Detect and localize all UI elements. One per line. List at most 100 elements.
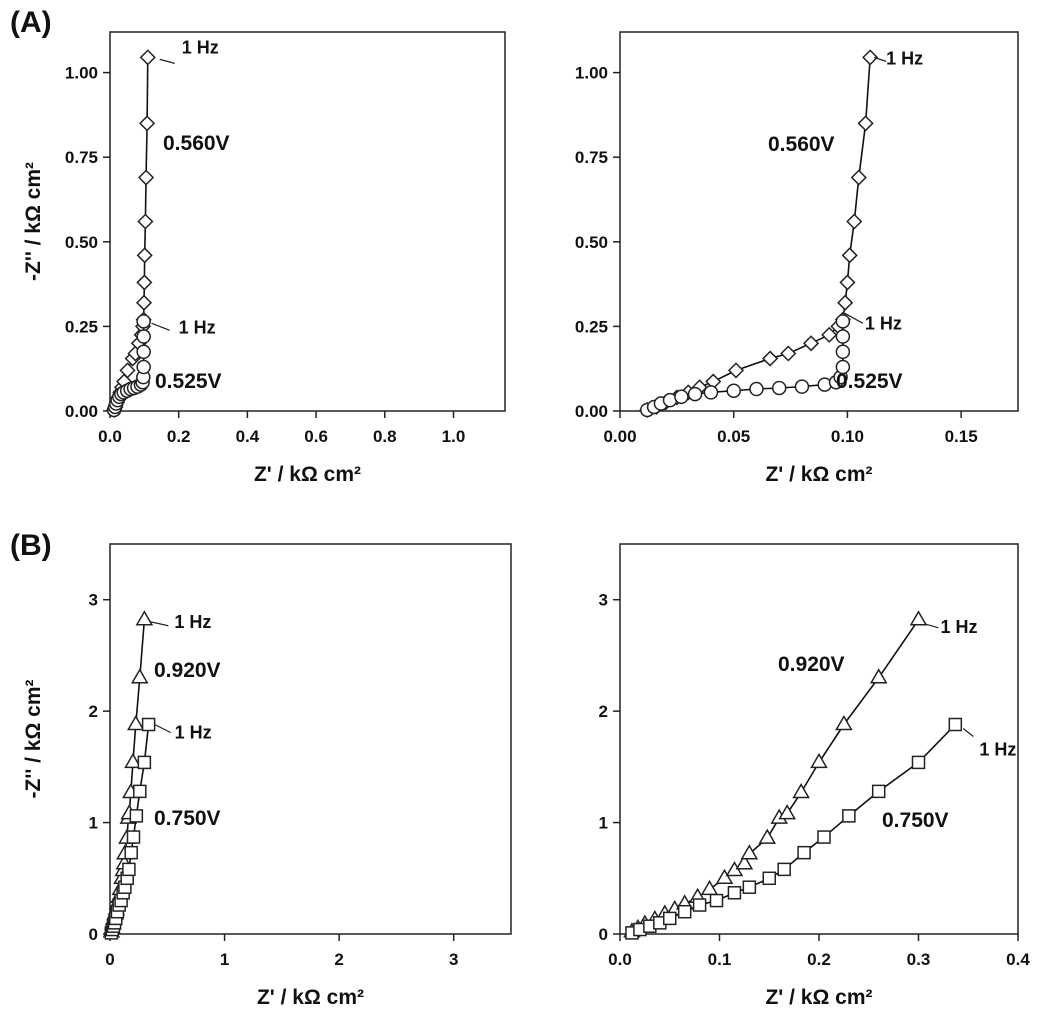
y-tick-label: 0.50 bbox=[575, 233, 608, 252]
diamond-point bbox=[727, 362, 745, 379]
voltage-annotation: 0.525V bbox=[155, 370, 222, 393]
diamond-point bbox=[136, 247, 153, 264]
diamond-point bbox=[821, 326, 838, 343]
square-point bbox=[948, 717, 963, 732]
x-axis-label: Z' / kΩ cm² bbox=[254, 463, 361, 486]
triangle-point bbox=[135, 610, 154, 626]
square-point bbox=[871, 784, 886, 799]
plot-frame bbox=[619, 543, 1019, 935]
triangle-point bbox=[715, 868, 734, 885]
x-tick-label: 0.4 bbox=[1006, 950, 1030, 969]
y-tick-label: 1 bbox=[89, 814, 98, 833]
y-tick-label: 1.00 bbox=[65, 64, 98, 83]
x-tick-label: 0.3 bbox=[907, 950, 931, 969]
series-0.525V bbox=[640, 314, 851, 418]
y-tick-label: 0.00 bbox=[575, 402, 608, 421]
diamond-point bbox=[862, 49, 879, 66]
plot-frame bbox=[109, 31, 506, 412]
annotation-leader bbox=[150, 621, 169, 627]
triangle-point bbox=[124, 752, 142, 769]
frequency-annotation: 1 Hz bbox=[175, 723, 212, 743]
annotation-leader bbox=[924, 623, 939, 629]
diamond-point bbox=[762, 350, 779, 367]
panel-label-a: (A) bbox=[10, 6, 52, 39]
voltage-annotation: 0.525V bbox=[836, 370, 903, 393]
x-tick-label: 0.00 bbox=[603, 427, 636, 446]
triangle-point bbox=[909, 610, 928, 626]
square-point bbox=[727, 886, 742, 900]
square-point bbox=[141, 717, 156, 732]
y-axis-label: -Z'' / kΩ cm² bbox=[22, 679, 45, 798]
x-axis-label: Z' / kΩ cm² bbox=[765, 463, 872, 486]
circle-point bbox=[771, 380, 787, 396]
diamond-point bbox=[136, 274, 153, 291]
voltage-annotation: 0.920V bbox=[778, 653, 845, 676]
y-tick-label: 3 bbox=[599, 591, 608, 610]
panel-label-b: (B) bbox=[10, 529, 52, 562]
square-point bbox=[122, 862, 136, 877]
circle-point bbox=[726, 383, 741, 398]
x-tick-label: 0.0 bbox=[608, 950, 632, 969]
y-tick-label: 0.75 bbox=[65, 148, 98, 167]
y-tick-label: 0.00 bbox=[65, 402, 98, 421]
triangle-point bbox=[758, 828, 777, 844]
annotation-leader bbox=[962, 728, 974, 737]
chart-A-full: 0.0 0.2 0.4 0.6 0.8 1.0 0.00 0.25 0.50 0.75 1.00 Z'… bbox=[22, 31, 506, 486]
diamond-point bbox=[857, 115, 874, 132]
square-point bbox=[742, 880, 757, 894]
diamond-point bbox=[850, 169, 867, 186]
series-0.525V bbox=[106, 314, 151, 418]
voltage-annotation: 0.750V bbox=[154, 807, 221, 830]
square-point bbox=[762, 871, 776, 886]
diamond-point bbox=[846, 213, 863, 230]
square-point bbox=[797, 845, 811, 860]
triangle-point bbox=[792, 782, 810, 799]
chart-A-zoom: 0.00 0.05 0.10 0.15 0.00 0.25 0.50 0.75 1.00 Z' /… bbox=[575, 31, 1019, 486]
circle-point bbox=[835, 359, 851, 375]
y-tick-label: 2 bbox=[599, 702, 608, 721]
y-tick-label: 2 bbox=[89, 702, 98, 721]
frequency-annotation: 1 Hz bbox=[941, 617, 978, 637]
y-tick-label: 0.25 bbox=[65, 317, 98, 336]
diamond-point bbox=[138, 169, 155, 186]
y-axis-label: -Z'' / kΩ cm² bbox=[22, 162, 45, 281]
frequency-annotation: 1 Hz bbox=[865, 313, 902, 333]
diamond-point bbox=[780, 345, 797, 362]
frequency-annotation: 1 Hz bbox=[182, 37, 219, 57]
square-point bbox=[129, 809, 144, 823]
x-tick-label: 3 bbox=[449, 950, 458, 969]
diamond-point bbox=[837, 294, 854, 311]
square-point bbox=[137, 755, 152, 770]
chart-B-full: 0 1 2 3 0 1 2 3 Z' / kΩ cm² -Z'' / kΩ cm² 1 Hz 0.92… bbox=[22, 543, 512, 1009]
series-line bbox=[647, 57, 871, 411]
square-point bbox=[677, 904, 692, 919]
plot-frame bbox=[109, 543, 512, 935]
circle-point bbox=[703, 385, 719, 400]
circle-point bbox=[835, 314, 851, 329]
triangle-point bbox=[126, 715, 145, 731]
annotation-leader bbox=[151, 322, 170, 331]
x-axis-label: Z' / kΩ cm² bbox=[257, 986, 364, 1009]
triangle-point bbox=[869, 668, 888, 684]
frequency-annotation: 1 Hz bbox=[174, 612, 211, 632]
voltage-annotation: 0.560V bbox=[768, 133, 835, 156]
x-tick-label: 0.15 bbox=[945, 427, 978, 446]
series-0.750V bbox=[625, 717, 963, 940]
series-0.750V bbox=[104, 717, 156, 940]
circle-point bbox=[674, 389, 689, 405]
x-tick-label: 0.1 bbox=[708, 950, 732, 969]
diamond-point bbox=[137, 213, 154, 230]
triangle-point bbox=[130, 668, 149, 684]
y-tick-label: 3 bbox=[89, 591, 98, 610]
x-axis-label: Z' / kΩ cm² bbox=[765, 986, 872, 1009]
square-point bbox=[124, 845, 138, 860]
diamond-point bbox=[119, 362, 136, 379]
triangle-point bbox=[810, 752, 828, 769]
square-point bbox=[709, 893, 724, 908]
diamond-point bbox=[139, 115, 156, 132]
x-tick-label: 0.2 bbox=[167, 427, 191, 446]
circle-point bbox=[136, 359, 151, 375]
circle-point bbox=[687, 386, 703, 402]
x-tick-label: 1.0 bbox=[442, 427, 466, 446]
